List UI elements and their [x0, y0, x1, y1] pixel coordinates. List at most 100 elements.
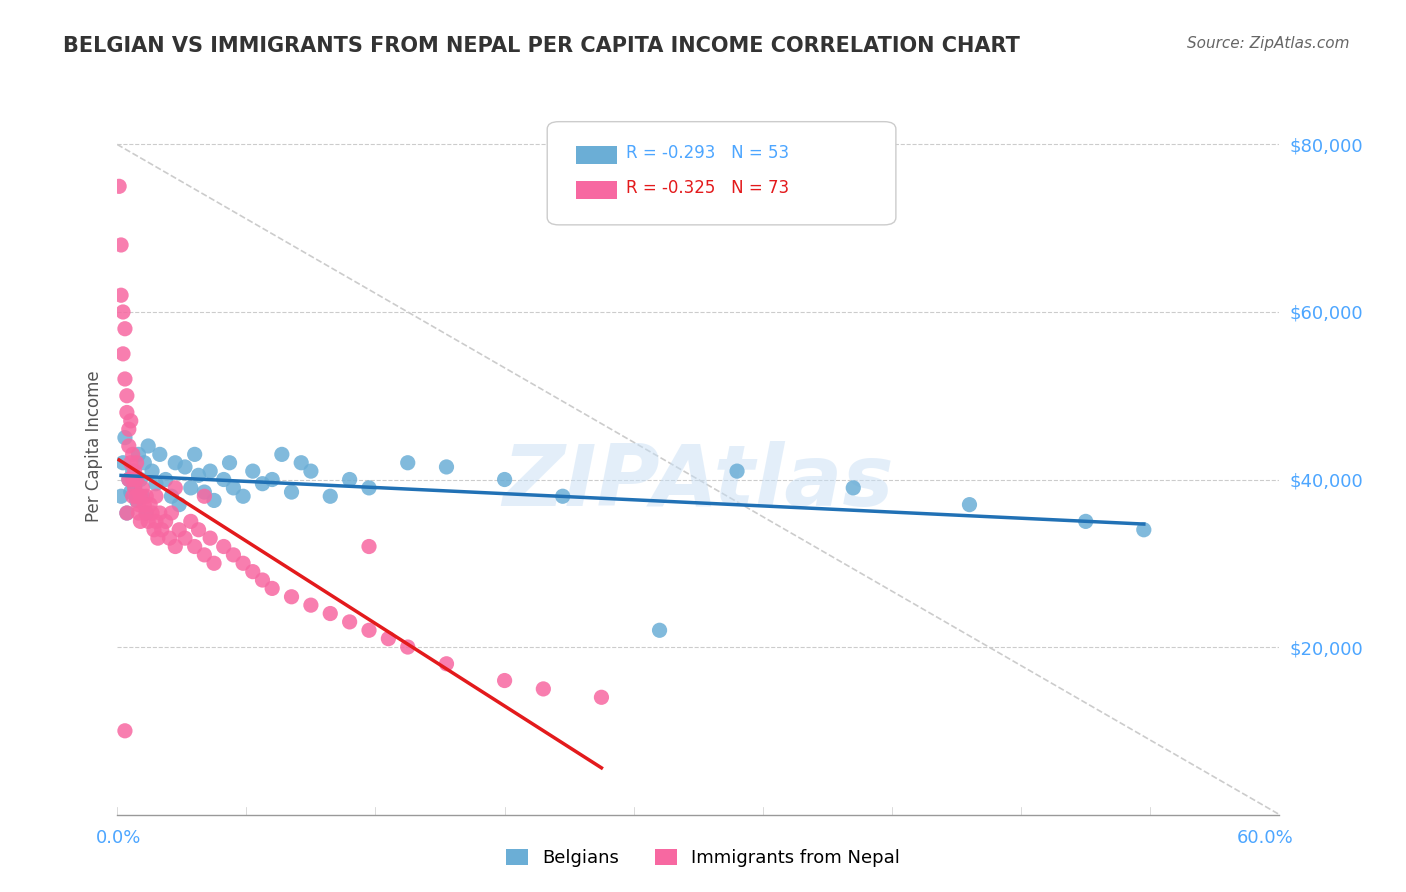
Point [139, 498, 162, 512]
Point [531, 681, 554, 696]
Point [135, 506, 157, 520]
Point [193, 489, 215, 503]
Point [174, 459, 197, 474]
Point [141, 464, 163, 478]
Point [160, 489, 183, 503]
Point [180, 515, 202, 529]
Point [299, 464, 322, 478]
Point [436, 459, 458, 474]
Point [270, 447, 292, 461]
Point [124, 464, 146, 478]
Point [125, 456, 148, 470]
Point [202, 493, 225, 508]
Point [180, 481, 202, 495]
Point [114, 372, 136, 386]
Point [146, 531, 169, 545]
Point [218, 456, 240, 470]
Point [115, 389, 138, 403]
Point [299, 598, 322, 612]
Point [128, 506, 150, 520]
Point [114, 322, 136, 336]
Text: R = -0.325   N = 73: R = -0.325 N = 73 [626, 179, 789, 197]
Point [120, 456, 142, 470]
Point [131, 481, 153, 495]
Point [183, 447, 205, 461]
Point [118, 473, 141, 487]
Point [377, 632, 399, 646]
Point [125, 473, 148, 487]
Point [110, 288, 132, 302]
Point [198, 531, 221, 545]
Point [118, 439, 141, 453]
Point [357, 481, 380, 495]
Point [129, 473, 152, 487]
Point [121, 464, 143, 478]
Y-axis label: Per Capita Income: Per Capita Income [86, 370, 103, 522]
Point [124, 481, 146, 495]
Point [136, 515, 159, 529]
Point [128, 498, 150, 512]
Point [143, 523, 166, 537]
Text: BELGIAN VS IMMIGRANTS FROM NEPAL PER CAPITA INCOME CORRELATION CHART: BELGIAN VS IMMIGRANTS FROM NEPAL PER CAP… [63, 36, 1021, 55]
Point [319, 607, 342, 621]
Point [222, 548, 245, 562]
Point [165, 540, 187, 554]
Point [1133, 523, 1156, 537]
Point [242, 464, 264, 478]
Point [280, 485, 302, 500]
Point [111, 456, 134, 470]
Point [124, 481, 146, 495]
Point [121, 473, 143, 487]
Text: ZIPAtlas: ZIPAtlas [502, 442, 894, 524]
Point [134, 456, 156, 470]
Point [396, 456, 419, 470]
Point [155, 473, 177, 487]
Point [167, 498, 190, 512]
Point [1074, 515, 1097, 529]
Point [396, 640, 419, 654]
Point [135, 506, 157, 520]
Point [290, 456, 312, 470]
Point [155, 515, 177, 529]
Point [187, 523, 209, 537]
Point [551, 489, 574, 503]
Point [252, 476, 274, 491]
FancyBboxPatch shape [547, 121, 896, 225]
Point [165, 481, 187, 495]
Text: R = -0.293   N = 53: R = -0.293 N = 53 [626, 145, 789, 162]
Point [118, 473, 141, 487]
Point [648, 624, 671, 638]
Point [357, 540, 380, 554]
Point [339, 615, 361, 629]
Point [842, 481, 865, 495]
Point [114, 723, 136, 738]
Point [111, 305, 134, 319]
Point [232, 556, 254, 570]
Text: 60.0%: 60.0% [1237, 829, 1294, 847]
Point [129, 489, 152, 503]
Point [725, 464, 748, 478]
Point [145, 476, 167, 491]
Point [115, 506, 138, 520]
Point [252, 573, 274, 587]
Point [436, 657, 458, 671]
Point [145, 515, 167, 529]
Point [134, 498, 156, 512]
Point [959, 498, 981, 512]
Point [242, 565, 264, 579]
Point [149, 447, 172, 461]
Point [193, 485, 215, 500]
Point [212, 540, 235, 554]
Point [115, 506, 138, 520]
Point [136, 439, 159, 453]
Point [125, 489, 148, 503]
Point [149, 506, 172, 520]
Point [131, 489, 153, 503]
Point [118, 422, 141, 436]
Point [319, 489, 342, 503]
Point [128, 447, 150, 461]
Point [121, 447, 143, 461]
Point [193, 548, 215, 562]
Point [159, 531, 181, 545]
Point [494, 673, 516, 688]
